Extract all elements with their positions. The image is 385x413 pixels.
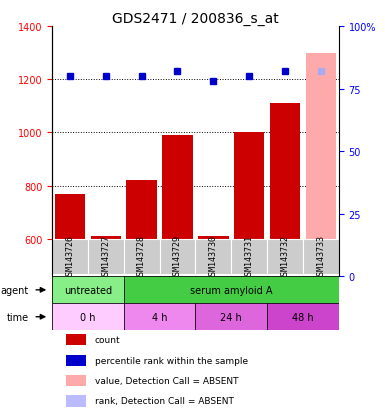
Text: GSM143732: GSM143732 [281,234,290,279]
Text: GSM143730: GSM143730 [209,234,218,279]
Bar [270,104,300,240]
Text: GSM143728: GSM143728 [137,234,146,279]
Bar [303,240,339,274]
Text: value, Detection Call = ABSENT: value, Detection Call = ABSENT [95,376,238,385]
Bar [90,237,121,240]
Text: rank, Detection Call = ABSENT: rank, Detection Call = ABSENT [95,396,234,406]
Bar [162,136,193,240]
Text: 48 h: 48 h [292,312,314,322]
Text: GSM143729: GSM143729 [173,234,182,279]
Text: 4 h: 4 h [152,312,167,322]
Bar [52,277,124,304]
Bar [88,240,124,274]
Bar [267,240,303,274]
Bar [66,396,86,406]
Text: untreated: untreated [64,285,112,295]
Bar [52,304,124,330]
Text: 0 h: 0 h [80,312,95,322]
Bar [198,237,229,240]
Bar [231,240,267,274]
Bar [234,133,264,240]
Bar [124,240,159,274]
Bar [66,355,86,366]
Bar [267,304,339,330]
Text: percentile rank within the sample: percentile rank within the sample [95,356,248,365]
Bar [52,240,88,274]
Bar [66,335,86,345]
Bar [195,304,267,330]
Bar [124,304,195,330]
Text: GSM143733: GSM143733 [316,234,325,279]
Text: agent: agent [1,285,29,295]
Bar [306,53,336,240]
Bar [55,194,85,240]
Text: 24 h: 24 h [220,312,242,322]
Text: serum amyloid A: serum amyloid A [190,285,273,295]
Title: GDS2471 / 200836_s_at: GDS2471 / 200836_s_at [112,12,279,26]
Text: GSM143731: GSM143731 [244,234,254,279]
Text: GSM143727: GSM143727 [101,234,110,279]
Bar [159,240,196,274]
Bar [195,240,231,274]
Text: GSM143726: GSM143726 [65,234,74,279]
Bar [66,375,86,386]
Text: time: time [7,312,29,322]
Bar [124,277,339,304]
Bar [126,181,157,240]
Text: count: count [95,335,121,344]
